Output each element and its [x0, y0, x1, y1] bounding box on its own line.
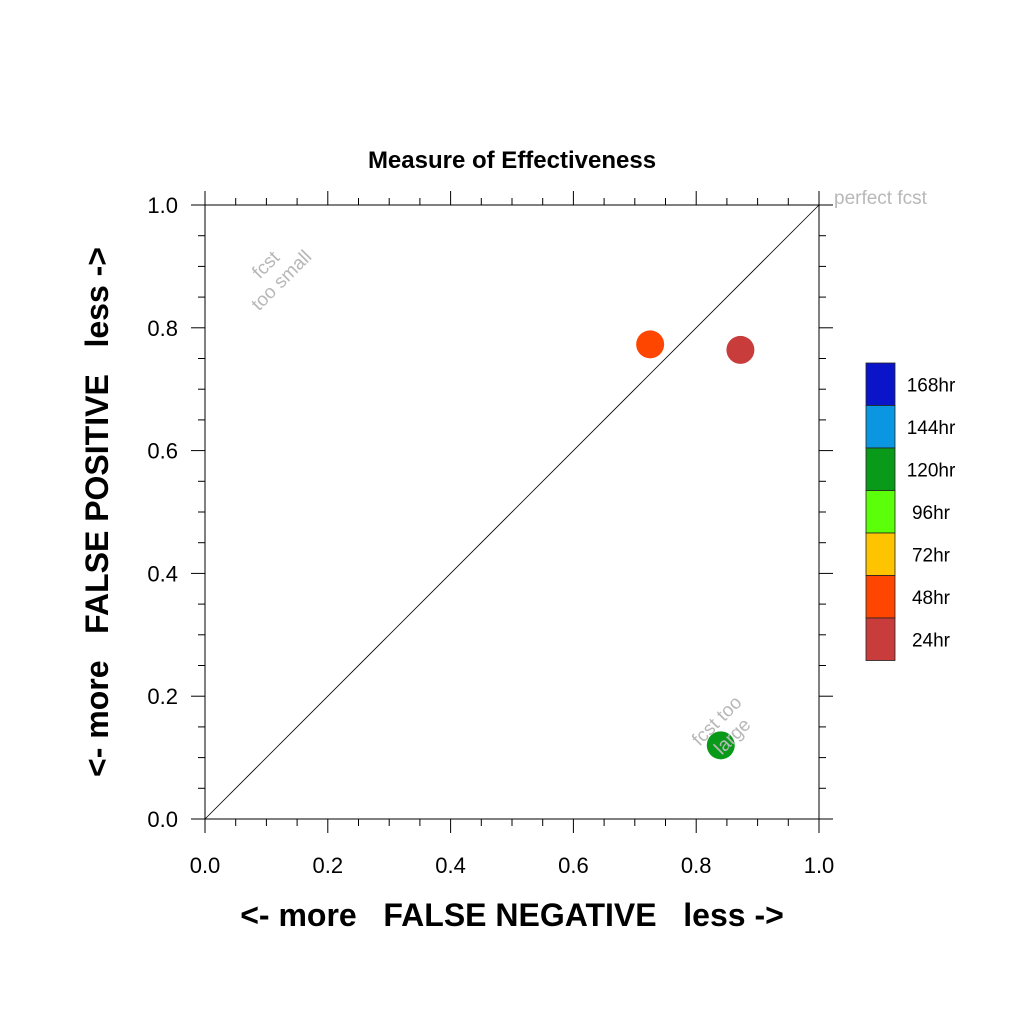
axis-ticks	[191, 191, 833, 833]
too-small-note-line2: too small	[248, 247, 317, 316]
legend-label-144hr: 144hr	[907, 418, 956, 439]
legend-label-168hr: 168hr	[907, 375, 956, 396]
legend-swatch-48hr	[865, 575, 896, 619]
legend-swatch-24hr	[865, 617, 896, 661]
y-tick-label: 0.4	[147, 561, 178, 586]
legend-label-120hr: 120hr	[907, 460, 956, 481]
x-axis-label: <- more FALSE NEGATIVE less ->	[240, 897, 784, 933]
legend-label-96hr: 96hr	[912, 503, 951, 524]
legend-swatch-168hr	[865, 362, 896, 406]
x-tick-label: 0.2	[313, 853, 344, 878]
y-tick-label: 0.2	[147, 684, 178, 709]
point-48hr	[636, 330, 665, 359]
x-tick-label: 0.4	[435, 853, 466, 878]
point-24hr	[726, 335, 755, 364]
legend-swatch-96hr	[865, 490, 896, 534]
y-tick-label: 1.0	[147, 193, 178, 218]
y-tick-label: 0.8	[147, 316, 178, 341]
point-120hr	[706, 731, 735, 760]
legend-swatch-72hr	[865, 532, 896, 576]
perfect-forecast-diagonal	[204, 204, 820, 820]
perfect-forecast-note: perfect fcst	[834, 188, 928, 209]
x-tick-label: 0.6	[558, 853, 589, 878]
x-tick-label: 0.8	[681, 853, 712, 878]
y-tick-labels: 0.0 0.2 0.4 0.6 0.8 1.0	[147, 193, 178, 832]
data-points	[636, 330, 755, 760]
x-tick-label: 1.0	[804, 853, 835, 878]
x-tick-labels: 0.0 0.2 0.4 0.6 0.8 1.0	[190, 853, 835, 878]
y-tick-label: 0.0	[147, 807, 178, 832]
legend-label-48hr: 48hr	[912, 588, 951, 609]
legend: 168hr 144hr 120hr 96hr 72hr 48hr 24hr	[865, 362, 956, 661]
legend-swatch-120hr	[865, 447, 896, 491]
legend-swatch-144hr	[865, 405, 896, 449]
too-large-note: fcst too large	[688, 692, 755, 759]
too-small-note: fcst too small	[248, 247, 317, 316]
x-tick-label: 0.0	[190, 853, 221, 878]
y-axis-label: <- more FALSE POSITIVE less ->	[79, 247, 115, 777]
y-tick-label: 0.6	[147, 439, 178, 464]
legend-label-72hr: 72hr	[912, 545, 951, 566]
chart-title: Measure of Effectiveness	[368, 147, 656, 174]
legend-label-24hr: 24hr	[912, 630, 951, 651]
